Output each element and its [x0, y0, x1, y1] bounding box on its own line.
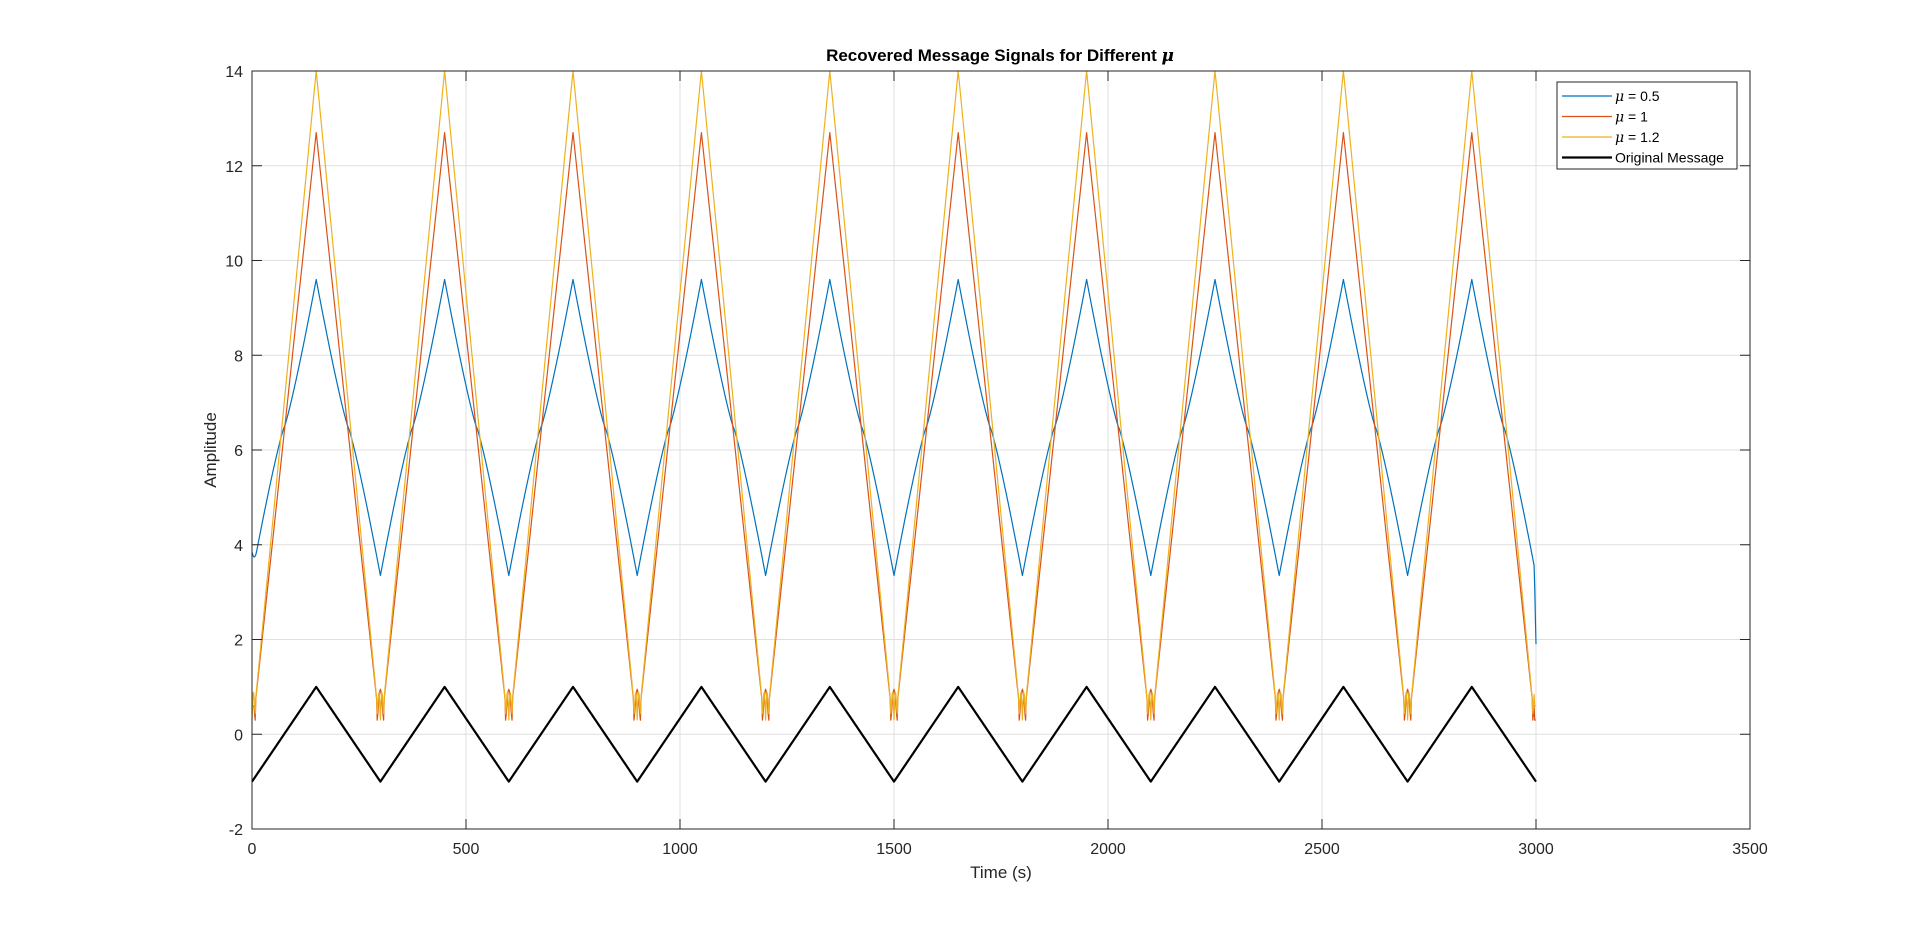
legend-symbol: μ: [1615, 130, 1624, 146]
y-tick-label: 12: [225, 159, 243, 176]
ticks: [251, 70, 1751, 830]
chart-title-symbol: μ: [1161, 46, 1173, 66]
y-tick-label: 6: [234, 443, 243, 460]
y-axis-label: Amplitude: [201, 412, 220, 488]
y-tick-label: 0: [234, 727, 243, 744]
legend-label-2: μ = 1.2: [1615, 129, 1660, 146]
y-tick-label: -2: [229, 822, 243, 839]
x-axis-label: Time (s): [970, 863, 1032, 882]
series-line-2: [251, 70, 1536, 721]
legend-label-3: Original Message: [1615, 150, 1724, 166]
y-tick-label: 10: [225, 254, 243, 271]
series-group: [251, 70, 1537, 783]
y-tick-label: 8: [234, 348, 243, 365]
legend-name: = 1.2: [1624, 129, 1660, 145]
y-tick-label: 2: [234, 633, 243, 650]
x-tick-label: 1000: [662, 841, 698, 858]
x-tick-label: 3500: [1732, 841, 1768, 858]
y-tick-label: 4: [234, 538, 243, 555]
x-tick-label: 2000: [1090, 841, 1126, 858]
plot-area: 0 500 1000 1500 2000 2500 3000 3500 -2 0 2 4 6 8 10 12 1…: [225, 64, 1768, 858]
legend-symbol: μ: [1615, 89, 1624, 105]
legend-label-1: μ = 1: [1615, 109, 1648, 126]
x-tick-label: 500: [453, 841, 480, 858]
tick-labels: 0 500 1000 1500 2000 2500 3000 3500 -2 0 2 4 6 8 10 12 1…: [225, 64, 1768, 858]
chart-title: Recovered Message Signals for Different …: [826, 46, 1174, 66]
x-tick-label: 1500: [876, 841, 912, 858]
series-line-1: [252, 131, 1536, 721]
series-line-0: [251, 278, 1537, 645]
y-tick-label: 14: [225, 64, 243, 81]
legend-name: = 0.5: [1624, 88, 1660, 104]
legend-label-0: μ = 0.5: [1615, 88, 1660, 105]
legend-name: = 1: [1624, 109, 1648, 125]
x-tick-label: 2500: [1304, 841, 1340, 858]
legend-symbol: μ: [1615, 110, 1624, 126]
x-tick-label: 3000: [1518, 841, 1554, 858]
legend-name: Original Message: [1615, 150, 1724, 166]
series-line-3: [251, 685, 1537, 783]
chart-title-text: Recovered Message Signals for Different: [826, 46, 1161, 65]
x-tick-label: 0: [248, 841, 257, 858]
